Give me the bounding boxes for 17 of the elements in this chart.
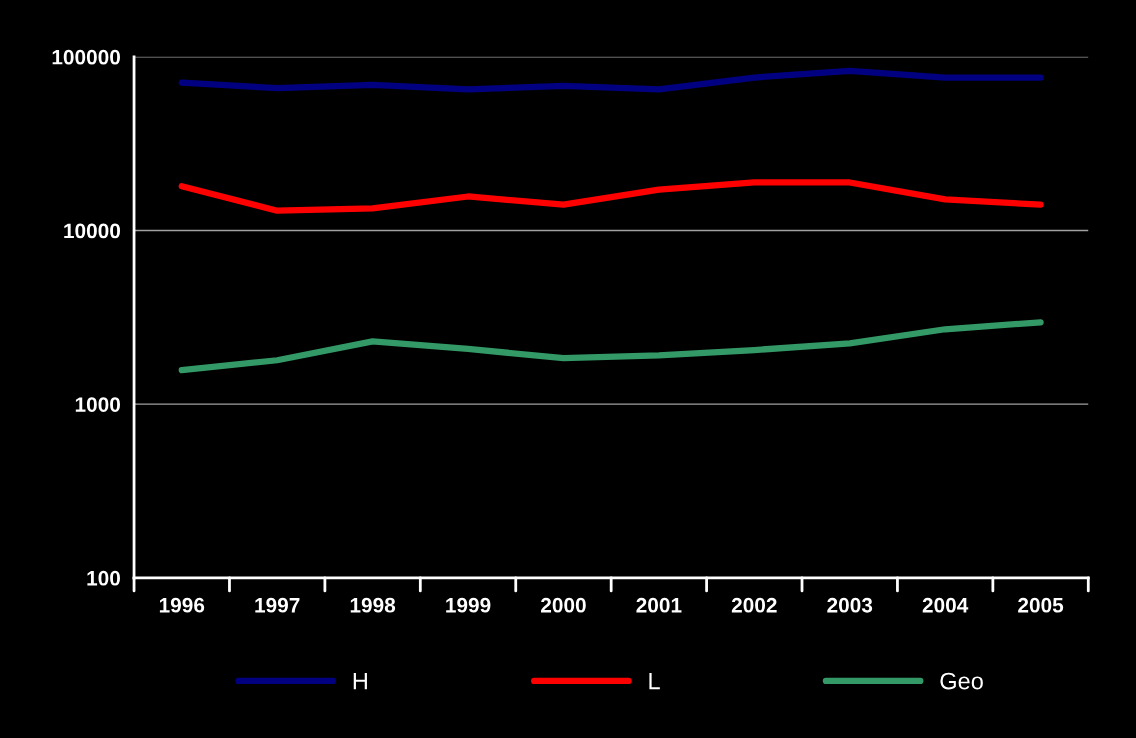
legend-label: Geo: [940, 672, 983, 690]
legend-label: L: [649, 672, 660, 690]
x-tick-label: 2003: [827, 597, 873, 613]
y-tick-label: 1000: [75, 397, 120, 412]
y-tick-label: 10000: [64, 223, 121, 239]
x-tick-label: 2001: [636, 597, 682, 613]
x-tick-label: 1997: [255, 597, 300, 613]
x-tick-label: 2004: [922, 597, 969, 613]
y-tick-label: 100: [87, 570, 120, 586]
x-tick-label: 1998: [350, 597, 396, 613]
x-tick-label: 2000: [541, 597, 586, 613]
x-tick-label: 2005: [1018, 597, 1064, 613]
x-tick-label: 1996: [159, 597, 205, 613]
y-tick-label: 100000: [52, 49, 121, 65]
legend-label: H: [353, 672, 367, 690]
x-tick-label: 2002: [731, 597, 777, 613]
x-tick-label: 1999: [446, 597, 491, 613]
